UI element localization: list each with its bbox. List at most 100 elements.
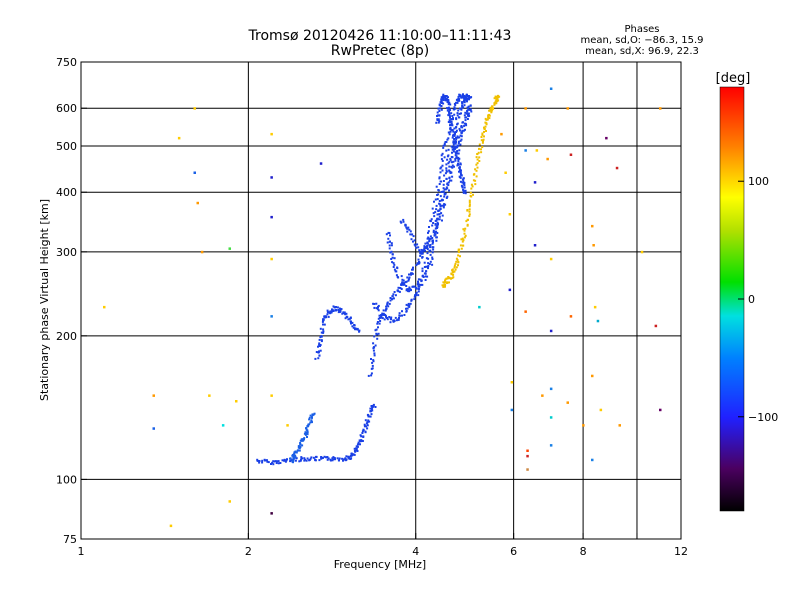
trace-point xyxy=(467,98,470,101)
trace-point xyxy=(372,403,375,406)
trace-point xyxy=(318,343,321,346)
trace-point xyxy=(440,190,443,193)
trace-o-low-secondary xyxy=(289,412,316,464)
trace-point xyxy=(413,239,416,242)
trace-point xyxy=(446,182,449,185)
trace-point xyxy=(424,279,427,281)
echo-point xyxy=(270,215,273,219)
trace-point xyxy=(463,114,466,117)
trace-point xyxy=(432,231,435,234)
trace-point xyxy=(418,249,421,252)
trace-point xyxy=(447,107,450,110)
trace-point xyxy=(386,301,389,304)
trace-point xyxy=(427,264,430,267)
trace-point xyxy=(438,218,441,221)
plot-area xyxy=(80,61,682,540)
trace-point xyxy=(355,447,357,450)
trace-point xyxy=(317,357,320,360)
trace-point xyxy=(398,314,401,317)
trace-point xyxy=(377,304,380,307)
trace-point xyxy=(480,151,483,154)
trace-point xyxy=(461,101,464,104)
trace-point xyxy=(389,321,392,324)
trace-point xyxy=(432,239,434,242)
trace-point xyxy=(355,328,358,331)
trace-point xyxy=(389,251,392,254)
trace-point xyxy=(391,253,394,256)
trace-point xyxy=(305,427,308,429)
trace-point xyxy=(429,219,432,222)
trace-point xyxy=(426,252,429,255)
trace-point xyxy=(442,183,445,186)
trace-point xyxy=(405,226,408,229)
trace-point xyxy=(456,135,459,138)
trace-point xyxy=(438,114,441,117)
trace-point xyxy=(456,164,459,167)
trace-point xyxy=(391,298,393,301)
trace-point xyxy=(463,122,466,125)
trace-point xyxy=(439,203,442,206)
trace-point xyxy=(349,320,352,323)
trace-point xyxy=(460,125,463,127)
trace-point xyxy=(388,247,391,250)
trace-point xyxy=(463,236,466,239)
trace-point xyxy=(300,458,302,461)
trace-point xyxy=(459,170,462,173)
trace-point xyxy=(318,342,321,345)
trace-point xyxy=(428,239,431,242)
trace-point xyxy=(309,421,312,424)
trace-point xyxy=(449,157,452,160)
trace-point xyxy=(295,457,298,460)
trace-point xyxy=(459,163,462,166)
trace-point xyxy=(462,177,465,180)
chart-title-line-2: RwPretec (8p) xyxy=(331,43,429,59)
trace-point xyxy=(449,126,452,129)
trace-point xyxy=(436,221,439,224)
trace-point xyxy=(320,335,323,338)
trace-point xyxy=(455,126,458,128)
trace-point xyxy=(454,132,456,135)
trace-point xyxy=(337,311,340,314)
trace-point xyxy=(395,274,398,277)
y-tick-label: 600 xyxy=(56,102,77,115)
trace-point xyxy=(442,187,445,190)
trace-point xyxy=(454,104,457,106)
trace-point xyxy=(298,449,301,452)
trace-point xyxy=(375,332,378,335)
trace-point xyxy=(373,303,376,305)
trace-point xyxy=(494,102,497,105)
trace-point xyxy=(488,117,491,120)
echo-point xyxy=(549,329,553,333)
echo-point xyxy=(569,315,573,318)
trace-point xyxy=(261,459,264,462)
trace-point xyxy=(345,312,348,315)
colorbar-tick-label: 100 xyxy=(748,175,769,188)
echo-point xyxy=(566,401,569,404)
trace-point xyxy=(481,146,484,149)
trace-point xyxy=(353,447,356,450)
trace-point xyxy=(327,315,330,318)
trace-point xyxy=(495,102,498,105)
trace-point xyxy=(361,440,364,442)
trace-point xyxy=(453,127,456,130)
trace-point xyxy=(306,431,309,434)
echo-point xyxy=(549,257,553,261)
trace-point xyxy=(468,203,471,206)
trace-point xyxy=(438,183,441,185)
trace-point xyxy=(470,187,473,190)
trace-point xyxy=(475,163,478,166)
trace-point xyxy=(284,460,287,463)
trace-point xyxy=(370,405,373,407)
trace-point xyxy=(291,460,294,463)
trace-point xyxy=(281,459,284,462)
trace-point xyxy=(389,299,392,302)
trace-point xyxy=(440,101,443,104)
trace-point xyxy=(380,315,383,318)
trace-point xyxy=(356,450,359,452)
trace-point xyxy=(343,311,346,314)
trace-point xyxy=(432,229,435,232)
trace-point xyxy=(419,254,422,257)
trace-point xyxy=(457,261,460,263)
trace-point xyxy=(431,251,434,254)
